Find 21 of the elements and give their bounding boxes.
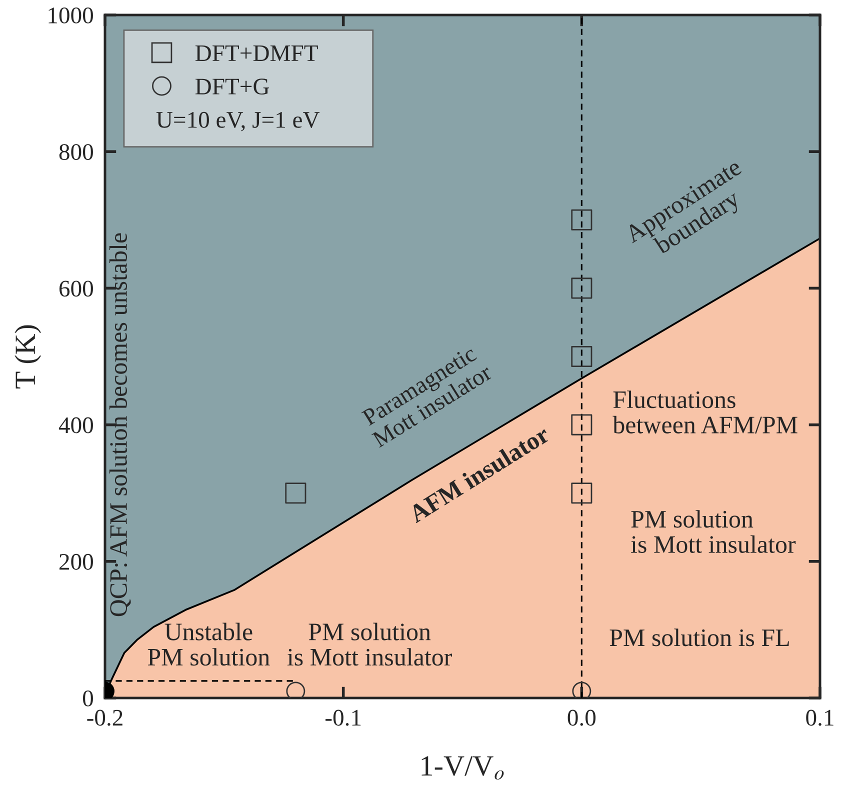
legend-label: DFT+DMFT — [195, 45, 318, 61]
annotation: PM solution is Mott insulator — [287, 622, 452, 666]
annotation: Unstable PM solution — [148, 622, 270, 666]
x-axis-title: 1-V/V$_{o}$ — [422, 756, 504, 780]
x-tick-label: 0.0 — [568, 710, 596, 726]
y-tick-label: 1000 — [48, 7, 93, 24]
y-tick-label: 400 — [58, 417, 93, 434]
legend-title: U=10 eV, J=1 eV — [156, 112, 320, 132]
y-axis-title: T (K) — [14, 325, 42, 389]
annotation: QCP: AFM solution becomes unstable — [109, 233, 131, 616]
y-tick-label: 600 — [59, 280, 93, 297]
x-tick-label: 0.1 — [806, 710, 834, 726]
y-tick-label: 200 — [60, 554, 93, 570]
annotation: PM solution is Mott insulator — [631, 510, 796, 553]
y-tick-label: 800 — [59, 144, 93, 160]
annotation: Fluctuations between AFM/PM — [612, 390, 798, 434]
x-tick-label: -0.2 — [87, 710, 122, 726]
annotation: PM solution is FL — [610, 628, 789, 646]
x-tick-label: -0.1 — [326, 710, 361, 726]
legend-label: DFT+G — [195, 78, 270, 95]
y-tick-label: 0 — [82, 690, 93, 706]
